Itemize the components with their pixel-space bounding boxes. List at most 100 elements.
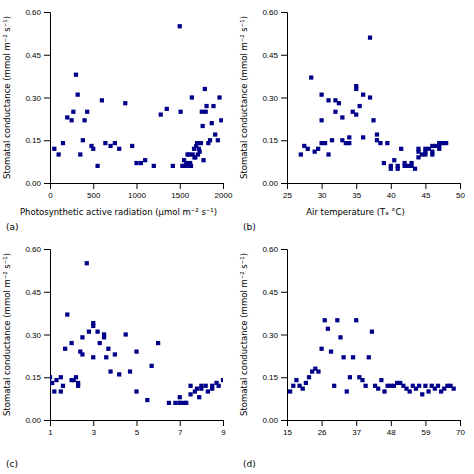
x-tick-mark — [180, 420, 181, 426]
x-tick: 0 — [48, 183, 53, 200]
y-tick: 0.00 — [262, 416, 287, 425]
point — [379, 378, 383, 382]
y-axis-title: Stomatal conductance (mmol m⁻² s⁻¹) — [2, 16, 12, 179]
x-axis-line — [51, 184, 224, 190]
point — [80, 335, 84, 339]
x-tick-label: 48 — [387, 428, 396, 437]
point — [152, 164, 156, 168]
point — [188, 384, 192, 388]
point — [354, 112, 358, 116]
x-tick-label: 50 — [456, 191, 465, 200]
x-tick: 35 — [352, 183, 361, 200]
x-tick-label: 1000 — [128, 191, 146, 200]
x-tick: 9 — [221, 420, 226, 437]
points — [50, 261, 223, 405]
point — [399, 147, 403, 151]
y-tick-label: 0.60 — [25, 8, 41, 17]
point — [368, 95, 372, 99]
point — [117, 147, 121, 151]
y-tick: 0.60 — [25, 245, 50, 254]
point — [195, 141, 199, 145]
x-tick-mark — [322, 420, 323, 426]
point — [364, 384, 368, 388]
y-tick-mark — [44, 55, 50, 56]
x-tick-label: 35 — [352, 191, 361, 200]
y-axis-line — [44, 13, 51, 184]
point — [370, 330, 374, 334]
point — [104, 355, 108, 359]
point — [376, 387, 380, 391]
y-tick-mark — [44, 183, 50, 184]
point — [323, 318, 327, 322]
point — [367, 355, 371, 359]
point — [316, 369, 320, 373]
point — [341, 355, 345, 359]
point — [326, 152, 330, 156]
x-tick-label: 1 — [48, 428, 53, 437]
point — [123, 101, 127, 105]
panel: 135790.000.150.300.450.60Stomatal conduc… — [2, 245, 226, 437]
point — [371, 118, 375, 122]
point — [444, 141, 448, 145]
y-tick-label: 0.45 — [25, 51, 41, 60]
x-tick-mark — [180, 183, 181, 189]
y-tick-label: 0.30 — [262, 331, 278, 340]
y-tick-label: 0.15 — [25, 136, 41, 145]
point — [301, 387, 305, 391]
point — [188, 392, 192, 396]
x-tick: 70 — [456, 420, 465, 437]
point — [213, 132, 217, 136]
point — [57, 152, 61, 156]
point — [150, 364, 154, 368]
point — [452, 387, 456, 391]
point — [85, 261, 89, 265]
panel: 2530354045500.000.150.300.450.60Stomatal… — [239, 8, 465, 200]
point — [103, 141, 107, 145]
panel-label: (c) — [6, 459, 18, 469]
point — [143, 158, 147, 162]
x-tick-label: 25 — [283, 191, 292, 200]
point — [50, 375, 52, 379]
point — [197, 395, 201, 399]
x-tick: 45 — [421, 183, 430, 200]
x-tick-mark — [93, 183, 94, 189]
point — [100, 98, 104, 102]
point — [204, 110, 208, 114]
point — [59, 389, 63, 393]
point — [61, 384, 65, 388]
point — [210, 121, 214, 125]
x-tick: 37 — [352, 420, 361, 437]
point — [78, 152, 82, 156]
x-tick-label: 40 — [387, 191, 396, 200]
x-tick: 1 — [48, 420, 53, 437]
y-tick-mark — [44, 140, 50, 141]
x-tick: 26 — [318, 420, 327, 437]
x-axis-line — [51, 421, 224, 427]
point — [65, 312, 69, 316]
point — [389, 167, 393, 171]
point — [417, 384, 421, 388]
point — [76, 381, 80, 385]
x-tick-mark — [391, 183, 392, 189]
point — [335, 318, 339, 322]
y-tick: 0.30 — [25, 331, 50, 340]
x-axis: 253035404550 — [283, 183, 465, 200]
x-axis-line — [288, 421, 461, 427]
x-tick-label: 70 — [456, 428, 465, 437]
point — [306, 147, 310, 151]
point — [98, 341, 102, 345]
point — [171, 164, 175, 168]
y-tick-mark — [44, 292, 50, 293]
point — [190, 95, 194, 99]
x-tick-mark — [425, 183, 426, 189]
y-tick-mark — [281, 55, 287, 56]
y-tick-mark — [281, 140, 287, 141]
point — [326, 98, 330, 102]
x-tick-label: 9 — [221, 428, 226, 437]
point — [70, 341, 74, 345]
y-tick-mark — [281, 420, 287, 421]
y-axis-title: Stomatal conductance (mmol m⁻² s⁻¹) — [239, 253, 249, 416]
point — [134, 389, 138, 393]
y-tick-label: 0.00 — [262, 179, 278, 188]
point — [178, 401, 182, 405]
